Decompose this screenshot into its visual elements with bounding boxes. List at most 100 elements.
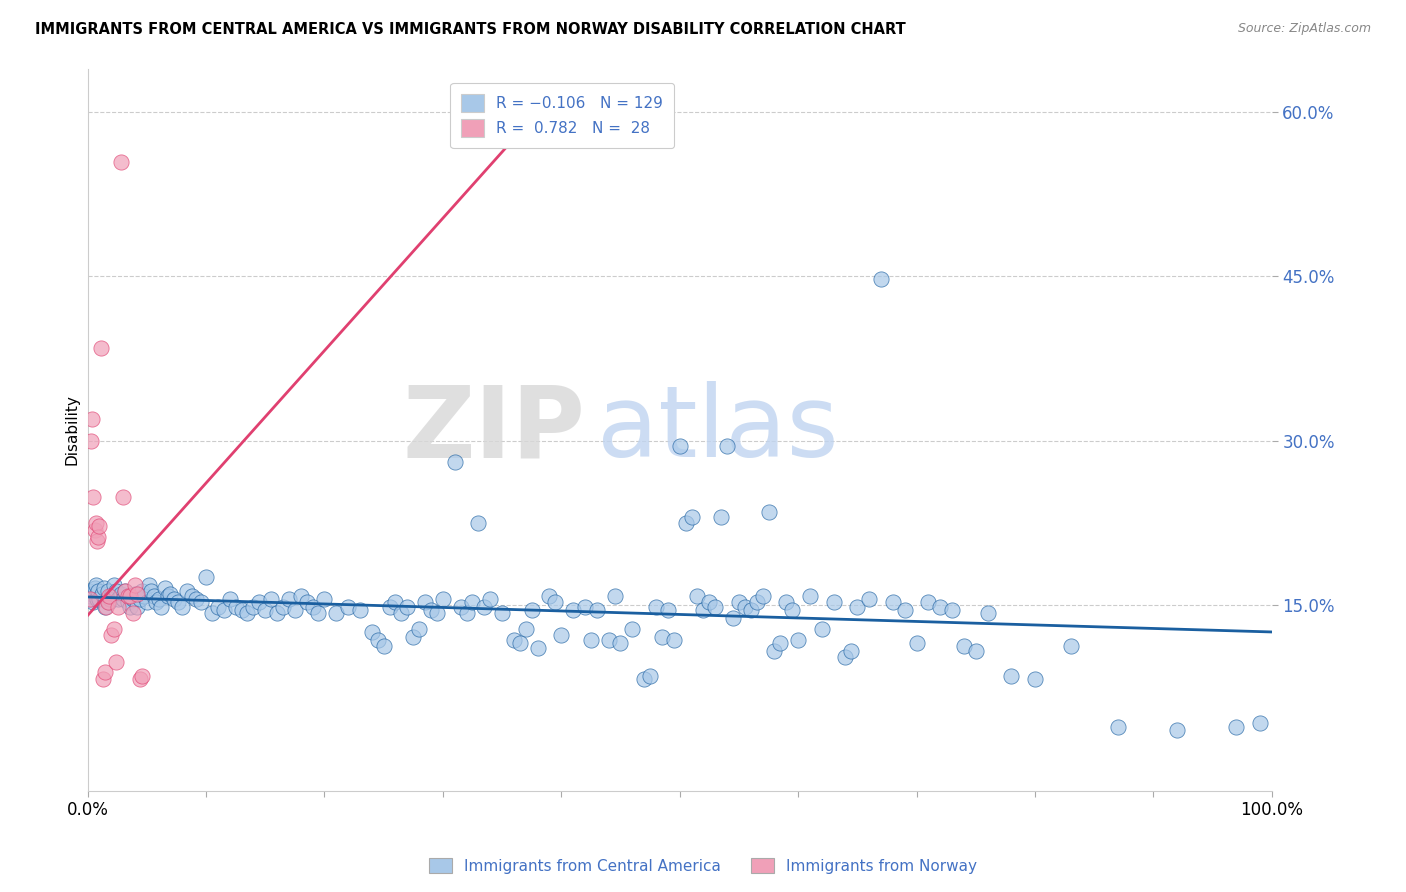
Point: [110, 587, 132, 601]
Text: ZIP: ZIP: [402, 381, 585, 478]
Point: [176, 584, 198, 599]
Text: atlas: atlas: [596, 381, 838, 478]
Point: [638, 669, 661, 683]
Point: [97, 584, 120, 599]
Point: [247, 595, 270, 609]
Point: [763, 643, 786, 657]
Point: [308, 607, 330, 621]
Point: [1107, 720, 1129, 734]
Point: [668, 439, 690, 453]
Point: [769, 636, 792, 650]
Point: [389, 607, 412, 621]
Point: [692, 603, 714, 617]
Point: [194, 570, 217, 584]
Point: [378, 599, 401, 614]
Point: [1225, 720, 1247, 734]
Point: [314, 592, 336, 607]
Point: [271, 599, 294, 614]
Point: [697, 595, 720, 609]
Point: [163, 592, 186, 607]
Point: [82, 595, 104, 609]
Point: [124, 587, 146, 601]
Point: [585, 603, 607, 617]
Point: [550, 628, 572, 642]
Point: [121, 592, 143, 607]
Point: [103, 622, 125, 636]
Point: [124, 578, 146, 592]
Point: [426, 607, 449, 621]
Point: [893, 603, 915, 617]
Point: [145, 595, 167, 609]
Point: [134, 589, 156, 603]
Point: [526, 641, 548, 656]
Point: [651, 631, 673, 645]
Point: [941, 603, 963, 617]
Point: [201, 607, 224, 621]
Point: [242, 599, 264, 614]
Point: [544, 595, 567, 609]
Point: [834, 650, 856, 665]
Point: [621, 622, 644, 636]
Point: [153, 581, 176, 595]
Point: [87, 584, 110, 599]
Point: [120, 589, 142, 603]
Point: [93, 581, 115, 595]
Point: [236, 607, 259, 621]
Point: [117, 595, 139, 609]
Point: [89, 592, 111, 607]
Point: [97, 595, 120, 609]
Point: [120, 599, 142, 614]
Point: [84, 578, 107, 592]
Point: [142, 589, 165, 603]
Point: [131, 669, 153, 683]
Point: [520, 603, 543, 617]
Point: [450, 599, 472, 614]
Point: [562, 603, 585, 617]
Point: [787, 632, 810, 647]
Point: [905, 636, 928, 650]
Point: [609, 636, 631, 650]
Point: [128, 672, 150, 686]
Point: [758, 505, 780, 519]
Point: [82, 491, 104, 505]
Point: [479, 592, 502, 607]
Point: [598, 632, 620, 647]
Point: [811, 622, 834, 636]
Point: [90, 341, 112, 355]
Point: [290, 589, 312, 603]
Point: [172, 599, 194, 614]
Point: [1166, 723, 1188, 738]
Point: [823, 595, 845, 609]
Point: [574, 599, 596, 614]
Point: [633, 672, 655, 686]
Point: [112, 592, 135, 607]
Point: [841, 643, 863, 657]
Point: [780, 603, 803, 617]
Point: [166, 595, 188, 609]
Point: [86, 592, 108, 607]
Point: [80, 434, 103, 448]
Point: [704, 599, 727, 614]
Legend: R = −0.106   N = 129, R =  0.782   N =  28: R = −0.106 N = 129, R = 0.782 N = 28: [450, 83, 673, 148]
Point: [1249, 715, 1271, 730]
Y-axis label: Disability: Disability: [65, 394, 79, 465]
Point: [461, 595, 484, 609]
Point: [114, 584, 136, 599]
Point: [367, 632, 389, 647]
Point: [90, 587, 112, 601]
Point: [645, 599, 668, 614]
Point: [114, 584, 136, 599]
Point: [83, 523, 105, 537]
Point: [127, 599, 149, 614]
Point: [402, 631, 425, 645]
Point: [190, 595, 212, 609]
Legend: Immigrants from Central America, Immigrants from Norway: Immigrants from Central America, Immigra…: [423, 852, 983, 880]
Point: [1000, 669, 1022, 683]
Point: [186, 592, 208, 607]
Point: [953, 639, 976, 653]
Point: [443, 455, 465, 469]
Point: [104, 655, 127, 669]
Point: [98, 592, 121, 607]
Point: [180, 589, 202, 603]
Point: [96, 599, 118, 614]
